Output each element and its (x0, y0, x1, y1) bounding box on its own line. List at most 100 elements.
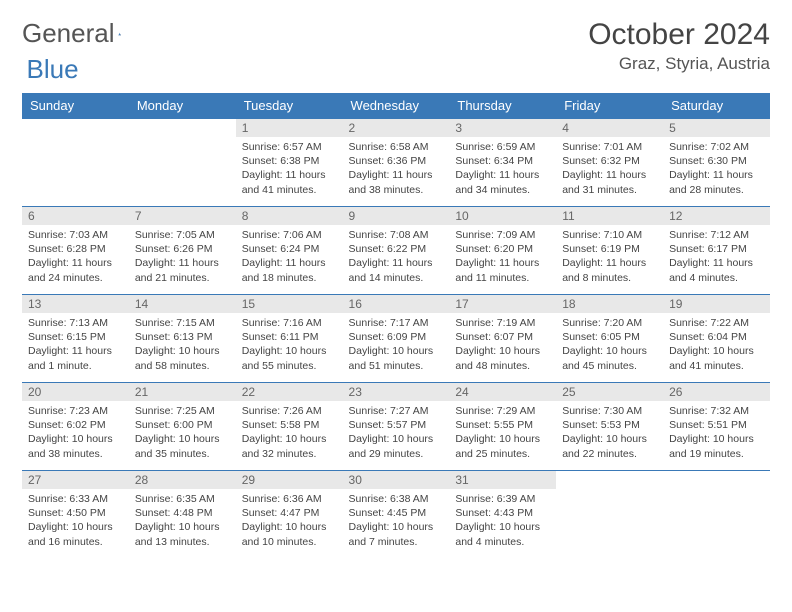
day-details: Sunrise: 7:27 AMSunset: 5:57 PMDaylight:… (343, 401, 450, 465)
calendar-cell: 14Sunrise: 7:15 AMSunset: 6:13 PMDayligh… (129, 295, 236, 383)
day-details: Sunrise: 6:35 AMSunset: 4:48 PMDaylight:… (129, 489, 236, 553)
sunrise-text: Sunrise: 6:57 AM (242, 140, 337, 154)
col-monday: Monday (129, 93, 236, 119)
day-number: 11 (556, 207, 663, 225)
sunrise-text: Sunrise: 7:23 AM (28, 404, 123, 418)
logo-text-1: General (22, 18, 115, 49)
day-number: 7 (129, 207, 236, 225)
day-details: Sunrise: 7:20 AMSunset: 6:05 PMDaylight:… (556, 313, 663, 377)
day-details: Sunrise: 7:05 AMSunset: 6:26 PMDaylight:… (129, 225, 236, 289)
day-details: Sunrise: 7:03 AMSunset: 6:28 PMDaylight:… (22, 225, 129, 289)
calendar-cell: 25Sunrise: 7:30 AMSunset: 5:53 PMDayligh… (556, 383, 663, 471)
daylight-text: Daylight: 11 hours and 11 minutes. (455, 256, 550, 284)
sunrise-text: Sunrise: 7:10 AM (562, 228, 657, 242)
calendar-row: 13Sunrise: 7:13 AMSunset: 6:15 PMDayligh… (22, 295, 770, 383)
day-details: Sunrise: 7:29 AMSunset: 5:55 PMDaylight:… (449, 401, 556, 465)
day-number: 20 (22, 383, 129, 401)
logo-text-2: Blue (27, 54, 79, 85)
sunset-text: Sunset: 6:28 PM (28, 242, 123, 256)
sunset-text: Sunset: 6:13 PM (135, 330, 230, 344)
daylight-text: Daylight: 11 hours and 31 minutes. (562, 168, 657, 196)
calendar-cell: 1 Sunrise: 6:57 AMSunset: 6:38 PMDaylight… (236, 119, 343, 207)
day-details: Sunrise: 6:59 AMSunset: 6:34 PMDaylight:… (449, 137, 556, 201)
sunset-text: Sunset: 4:43 PM (455, 506, 550, 520)
calendar-cell: 3Sunrise: 6:59 AMSunset: 6:34 PMDaylight… (449, 119, 556, 207)
day-details: Sunrise: 7:12 AMSunset: 6:17 PMDaylight:… (663, 225, 770, 289)
calendar-cell: 31Sunrise: 6:39 AMSunset: 4:43 PMDayligh… (449, 471, 556, 559)
day-number: 26 (663, 383, 770, 401)
daylight-text: Daylight: 11 hours and 1 minute. (28, 344, 123, 372)
daylight-text: Daylight: 11 hours and 41 minutes. (242, 168, 337, 196)
daylight-text: Daylight: 11 hours and 21 minutes. (135, 256, 230, 284)
sunset-text: Sunset: 6:20 PM (455, 242, 550, 256)
sunrise-text: Sunrise: 6:33 AM (28, 492, 123, 506)
calendar-cell: 12Sunrise: 7:12 AMSunset: 6:17 PMDayligh… (663, 207, 770, 295)
calendar-cell: 11 Sunrise: 7:10 AMSunset: 6:19 PMDayligh… (556, 207, 663, 295)
sunset-text: Sunset: 6:32 PM (562, 154, 657, 168)
day-number: 8 (236, 207, 343, 225)
sunrise-text: Sunrise: 7:15 AM (135, 316, 230, 330)
day-details: Sunrise: 7:23 AMSunset: 6:02 PMDaylight:… (22, 401, 129, 465)
sunrise-text: Sunrise: 6:35 AM (135, 492, 230, 506)
calendar-cell: 30Sunrise: 6:38 AMSunset: 4:45 PMDayligh… (343, 471, 450, 559)
day-details: Sunrise: 7:26 AMSunset: 5:58 PMDaylight:… (236, 401, 343, 465)
daylight-text: Daylight: 11 hours and 8 minutes. (562, 256, 657, 284)
sunrise-text: Sunrise: 7:17 AM (349, 316, 444, 330)
sunset-text: Sunset: 6:26 PM (135, 242, 230, 256)
day-details: Sunrise: 7:17 AMSunset: 6:09 PMDaylight:… (343, 313, 450, 377)
day-number: 2 (343, 119, 450, 137)
col-sunday: Sunday (22, 93, 129, 119)
sunset-text: Sunset: 6:38 PM (242, 154, 337, 168)
logo: General (22, 18, 140, 49)
sunset-text: Sunset: 5:58 PM (242, 418, 337, 432)
day-number: 10 (449, 207, 556, 225)
sunrise-text: Sunrise: 7:26 AM (242, 404, 337, 418)
calendar-cell: 10Sunrise: 7:09 AMSunset: 6:20 PMDayligh… (449, 207, 556, 295)
sunrise-text: Sunrise: 6:38 AM (349, 492, 444, 506)
sunset-text: Sunset: 6:05 PM (562, 330, 657, 344)
sunset-text: Sunset: 4:47 PM (242, 506, 337, 520)
daylight-text: Daylight: 11 hours and 18 minutes. (242, 256, 337, 284)
day-details: Sunrise: 7:02 AMSunset: 6:30 PMDaylight:… (663, 137, 770, 201)
sunrise-text: Sunrise: 7:06 AM (242, 228, 337, 242)
sunrise-text: Sunrise: 7:13 AM (28, 316, 123, 330)
day-number: 14 (129, 295, 236, 313)
daylight-text: Daylight: 10 hours and 10 minutes. (242, 520, 337, 548)
sunset-text: Sunset: 6:19 PM (562, 242, 657, 256)
col-tuesday: Tuesday (236, 93, 343, 119)
daylight-text: Daylight: 10 hours and 25 minutes. (455, 432, 550, 460)
calendar-cell: 26Sunrise: 7:32 AMSunset: 5:51 PMDayligh… (663, 383, 770, 471)
weekday-header-row: Sunday Monday Tuesday Wednesday Thursday… (22, 93, 770, 119)
daylight-text: Daylight: 10 hours and 13 minutes. (135, 520, 230, 548)
daylight-text: Daylight: 11 hours and 4 minutes. (669, 256, 764, 284)
calendar-cell: 19Sunrise: 7:22 AMSunset: 6:04 PMDayligh… (663, 295, 770, 383)
sunrise-text: Sunrise: 7:22 AM (669, 316, 764, 330)
sunset-text: Sunset: 4:45 PM (349, 506, 444, 520)
day-details: Sunrise: 7:15 AMSunset: 6:13 PMDaylight:… (129, 313, 236, 377)
sunset-text: Sunset: 4:48 PM (135, 506, 230, 520)
sunset-text: Sunset: 5:57 PM (349, 418, 444, 432)
day-number: 31 (449, 471, 556, 489)
sunrise-text: Sunrise: 7:29 AM (455, 404, 550, 418)
day-number: 29 (236, 471, 343, 489)
sunset-text: Sunset: 6:30 PM (669, 154, 764, 168)
calendar-cell (129, 119, 236, 207)
day-number: 1 (236, 119, 343, 137)
day-details: Sunrise: 7:09 AMSunset: 6:20 PMDaylight:… (449, 225, 556, 289)
sunset-text: Sunset: 6:34 PM (455, 154, 550, 168)
day-details: Sunrise: 7:08 AMSunset: 6:22 PMDaylight:… (343, 225, 450, 289)
calendar-cell: 13Sunrise: 7:13 AMSunset: 6:15 PMDayligh… (22, 295, 129, 383)
col-wednesday: Wednesday (343, 93, 450, 119)
daylight-text: Daylight: 10 hours and 4 minutes. (455, 520, 550, 548)
col-thursday: Thursday (449, 93, 556, 119)
sunset-text: Sunset: 6:02 PM (28, 418, 123, 432)
calendar-cell: 27Sunrise: 6:33 AMSunset: 4:50 PMDayligh… (22, 471, 129, 559)
daylight-text: Daylight: 10 hours and 45 minutes. (562, 344, 657, 372)
day-number: 17 (449, 295, 556, 313)
calendar-cell: 16Sunrise: 7:17 AMSunset: 6:09 PMDayligh… (343, 295, 450, 383)
sunrise-text: Sunrise: 7:12 AM (669, 228, 764, 242)
day-details: Sunrise: 6:39 AMSunset: 4:43 PMDaylight:… (449, 489, 556, 553)
day-number: 25 (556, 383, 663, 401)
daylight-text: Daylight: 10 hours and 7 minutes. (349, 520, 444, 548)
calendar-cell: 18Sunrise: 7:20 AMSunset: 6:05 PMDayligh… (556, 295, 663, 383)
